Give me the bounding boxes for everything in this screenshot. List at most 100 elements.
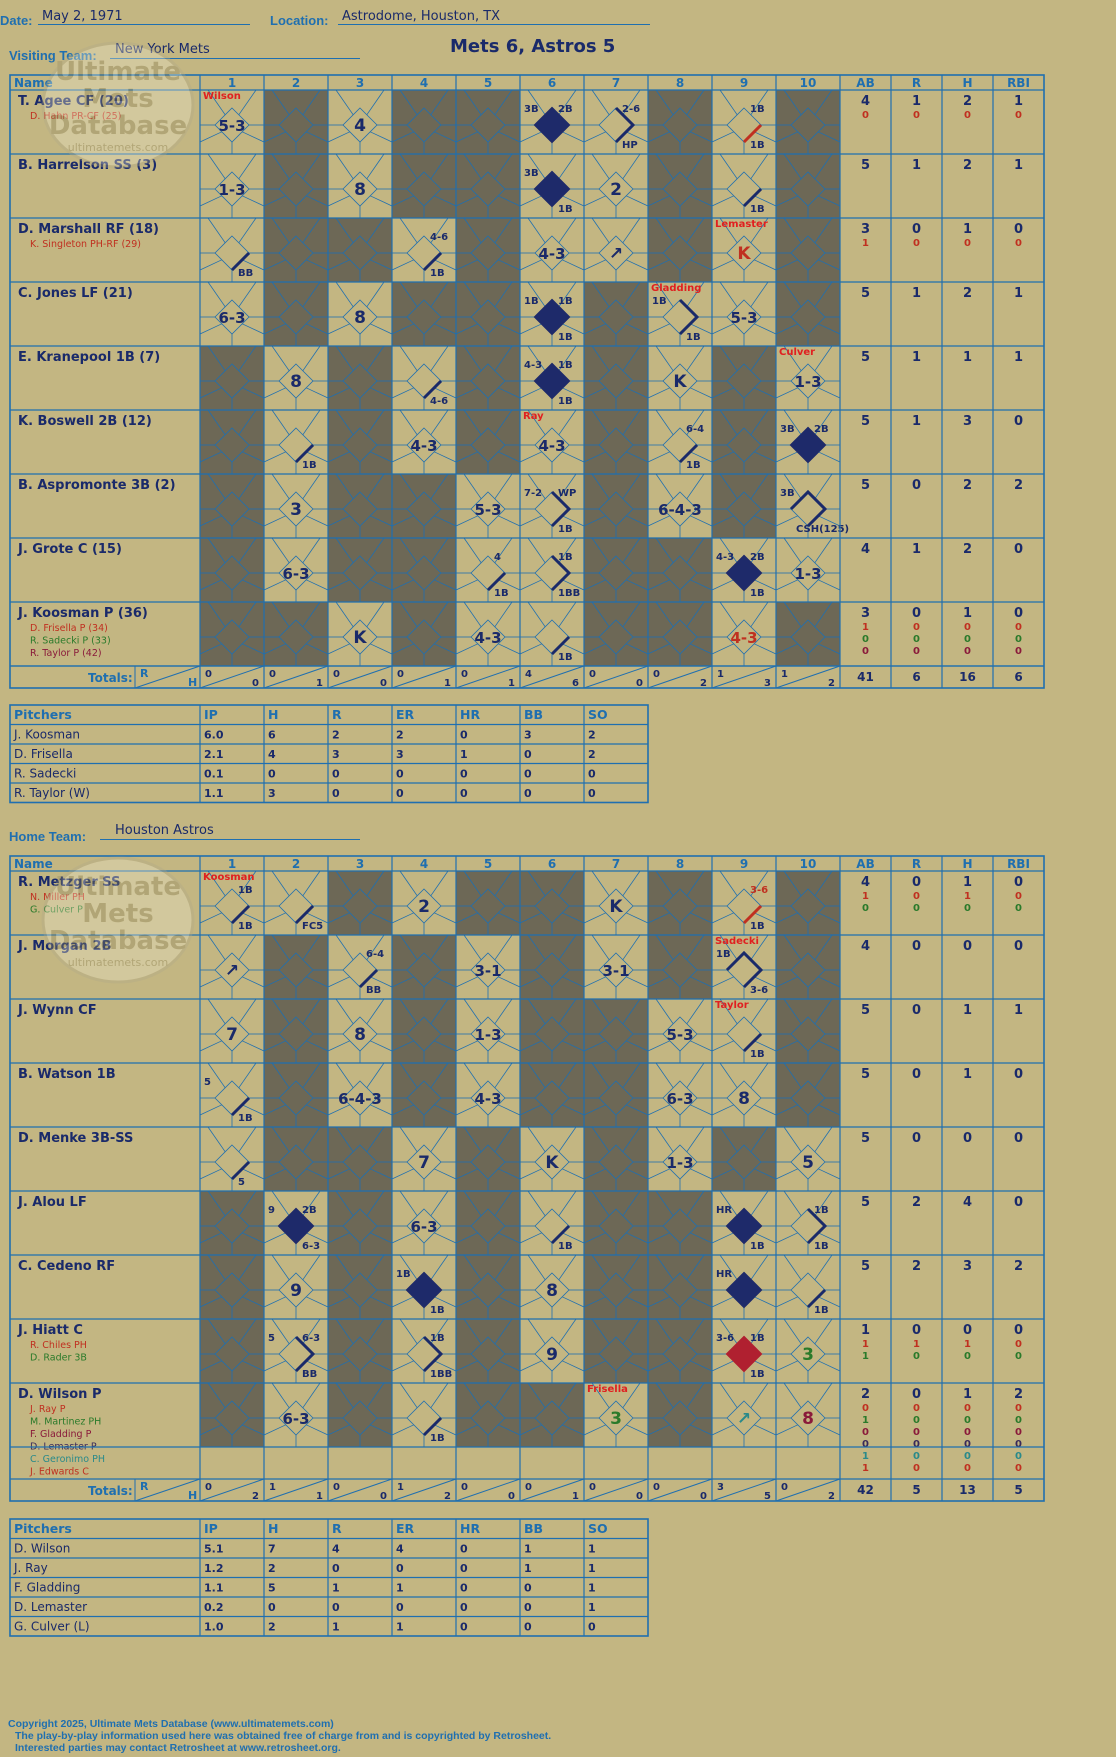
base-diamond: [662, 1080, 698, 1116]
inning-runs: 0: [461, 1482, 468, 1493]
play-result: 3-1: [602, 962, 629, 980]
stat-ab: 1: [862, 622, 869, 633]
inning-hits: 6: [572, 678, 579, 689]
atbat-cell: [391, 601, 457, 666]
atbat-cell: [583, 409, 649, 474]
base-diamond: [598, 555, 634, 591]
atbat-cell: 4 1B: [455, 537, 521, 602]
atbat-cell: 6-3: [647, 1062, 713, 1127]
svg-text:9: 9: [268, 1205, 275, 1216]
atbat-cell: [583, 345, 649, 410]
player-name: C. Cedeno RF: [18, 1259, 115, 1274]
base-diamond: [406, 107, 442, 143]
pitcher-stat: 6: [268, 729, 276, 742]
base-diamond: [662, 1272, 698, 1308]
atbat-cell: 4-3: [519, 217, 585, 282]
play-result: ↗: [737, 1409, 751, 1429]
pitcher-stat: 2: [396, 729, 404, 742]
svg-text:6-4: 6-4: [686, 424, 704, 435]
play-result: 8: [290, 372, 302, 392]
pitcher-col-header: IP: [204, 1521, 218, 1536]
atbat-cell: 1B 1B Koosman: [199, 870, 265, 935]
col-header-9: 9: [740, 76, 748, 90]
atbat-cell: 5-3 Wilson: [199, 89, 265, 154]
atbat-cell: [775, 870, 841, 935]
atbat-cell: [583, 1126, 649, 1191]
atbat-cell: [327, 1190, 393, 1255]
player-name: D. Wilson P: [18, 1387, 101, 1402]
base-diamond: [470, 1016, 506, 1052]
substitute-name: R. Chiles PH: [30, 1340, 87, 1351]
base-diamond: [214, 363, 250, 399]
svg-text:1B: 1B: [558, 396, 573, 407]
atbat-cell: [583, 1190, 649, 1255]
play-result: 6-4-3: [658, 501, 702, 519]
base-diamond: [406, 888, 442, 924]
atbat-cell: 4-3: [391, 409, 457, 474]
run-scored-diamond: [405, 1271, 443, 1309]
atbat-cell: [583, 281, 649, 346]
stat-ab: 5: [861, 1195, 870, 1210]
inning-hits: 2: [700, 678, 707, 689]
svg-text:2B: 2B: [814, 424, 829, 435]
svg-text:2B: 2B: [558, 104, 573, 115]
pitcher-name: J. Koosman: [13, 728, 80, 742]
home-team-label: Home Team:: [9, 829, 87, 844]
base-diamond: [790, 619, 826, 655]
base-diamond: [470, 363, 506, 399]
pitcher-name: D. Lemaster: [14, 1600, 87, 1614]
play-result: 8: [354, 180, 366, 200]
atbat-cell: [199, 345, 265, 410]
stat-h: 0: [964, 110, 971, 121]
atbat-cell: K: [647, 345, 713, 410]
inning-runs: 1: [269, 1482, 276, 1493]
inning-hits: 2: [828, 678, 835, 689]
atbat-cell: [391, 281, 457, 346]
pitcher-stat: 0.1: [204, 768, 224, 781]
total-rbi: 6: [1014, 670, 1022, 684]
base-diamond: [406, 952, 442, 988]
stat-rbi: 0: [1014, 939, 1023, 954]
stat-ab: 0: [862, 1403, 869, 1414]
svg-text:3-6: 3-6: [716, 1333, 734, 1344]
pitcher-col-header: HR: [460, 1521, 480, 1536]
stat-r: 0: [913, 891, 920, 902]
atbat-cell: [327, 537, 393, 602]
pitcher-name: D. Wilson: [14, 1542, 70, 1556]
atbat-cell: [263, 1126, 329, 1191]
pitcher-stat: 1: [332, 1621, 340, 1634]
svg-text:Ultimate: Ultimate: [55, 872, 181, 902]
base-diamond: [278, 1144, 314, 1180]
svg-text:5: 5: [268, 1333, 275, 1344]
atbat-cell: [583, 998, 649, 1063]
svg-text:1B: 1B: [652, 296, 667, 307]
location-label: Location:: [270, 13, 329, 28]
svg-text:4-6: 4-6: [430, 396, 448, 407]
stat-rbi: 2: [1014, 1387, 1023, 1402]
atbat-cell: [327, 1318, 393, 1383]
svg-text:HR: HR: [716, 1205, 732, 1216]
stat-rbi: 0: [1015, 1339, 1022, 1350]
pitcher-stat: 0: [332, 1601, 340, 1614]
substitute-name: D. Hahn PR-CF (25): [30, 111, 121, 122]
stat-rbi: 0: [1014, 1323, 1023, 1338]
atbat-cell: 3 Frisella: [583, 1382, 649, 1447]
svg-text:1B: 1B: [238, 885, 253, 896]
inning-runs: 1: [717, 669, 724, 680]
stat-rbi: 0: [1015, 634, 1022, 645]
atbat-cell: [327, 1254, 393, 1319]
stat-h: 1: [963, 350, 972, 365]
atbat-cell: [775, 281, 841, 346]
base-diamond: [534, 235, 570, 271]
play-result: K: [353, 628, 367, 648]
atbat-cell: 1B Taylor: [711, 998, 777, 1063]
inning-hits: 0: [380, 1491, 387, 1502]
pitcher-stat: 1.0: [204, 1621, 224, 1634]
stat-ab: 5: [861, 1131, 870, 1146]
atbat-cell: [455, 870, 521, 935]
atbat-cell: [455, 1190, 521, 1255]
stat-ab: 5: [861, 478, 870, 493]
inning-hits: 5: [764, 1491, 771, 1502]
atbat-cell: 2B 3B: [775, 409, 841, 474]
base-diamond: [662, 1144, 698, 1180]
